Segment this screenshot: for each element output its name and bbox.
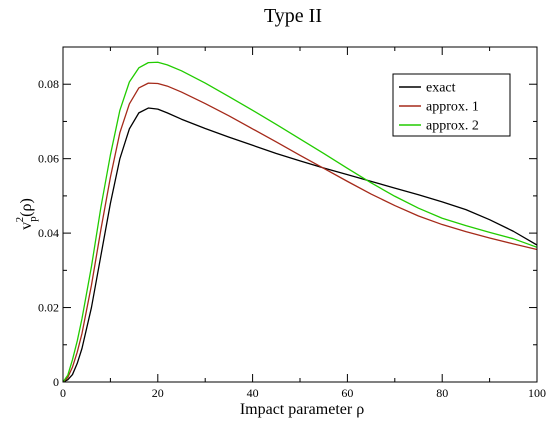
- x-tick-label: 20: [152, 386, 164, 400]
- y-tick-label: 0: [53, 375, 59, 389]
- y-tick-label: 0.08: [38, 77, 59, 91]
- series-line-exact: [63, 107, 537, 382]
- series-line-approx-1: [63, 82, 537, 382]
- chart-title: Type II: [264, 5, 322, 27]
- x-tick-label: 40: [247, 386, 259, 400]
- x-axis-label: Impact parameter ρ: [240, 401, 364, 418]
- y-axis-label-argument: (ρ): [18, 198, 35, 217]
- x-tick-label: 80: [436, 386, 448, 400]
- series-layer: [63, 61, 537, 382]
- legend: exact approx. 1 approx. 2: [392, 73, 511, 137]
- legend-label: exact: [426, 81, 456, 96]
- axes: 0 20 40 60 80 100 0 0.02 0.04 0.06 0.08: [38, 46, 546, 400]
- x-tick-label: 0: [60, 386, 66, 400]
- y-axis-label: vp2(ρ): [14, 198, 39, 230]
- y-tick-label: 0.02: [38, 301, 59, 315]
- x-tick-label: 100: [528, 386, 546, 400]
- x-tick-label: 60: [341, 386, 353, 400]
- y-axis-label-base: v: [18, 222, 35, 230]
- legend-label: approx. 2: [426, 119, 479, 134]
- y-tick-label: 0.06: [38, 152, 59, 166]
- series-line-approx-2: [63, 61, 537, 382]
- y-tick-label: 0.04: [38, 226, 59, 240]
- y-axis-label-subscript: p: [27, 216, 39, 222]
- y-axis-label-superscript: 2: [14, 217, 26, 223]
- legend-label: approx. 1: [426, 100, 479, 115]
